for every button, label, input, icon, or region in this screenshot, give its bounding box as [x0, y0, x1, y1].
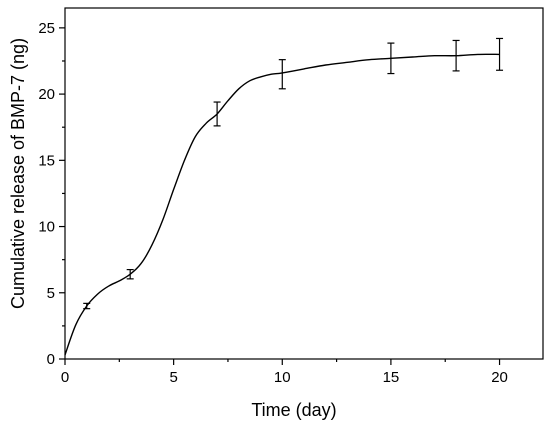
data-point — [126, 268, 134, 280]
data-point — [278, 59, 286, 90]
x-tick-label: 20 — [491, 369, 508, 386]
y-axis-title: Cumulative release of BMP-7 (ng) — [8, 38, 28, 309]
y-axis-ticks: 0 5 10 15 20 25 — [38, 20, 65, 368]
x-tick-label: 0 — [61, 369, 69, 386]
x-tick-label: 15 — [383, 369, 400, 386]
y-tick-label: 15 — [38, 152, 55, 169]
plot-frame — [64, 7, 544, 360]
data-point — [452, 39, 460, 72]
y-tick-label: 20 — [38, 86, 55, 103]
data-point — [213, 101, 221, 127]
y-tick-label: 25 — [38, 20, 55, 37]
data-series — [64, 37, 504, 356]
fitted-release-curve — [64, 53, 500, 356]
data-point — [387, 42, 395, 75]
x-tick-label: 5 — [169, 369, 177, 386]
y-tick-label: 5 — [47, 285, 55, 302]
data-point — [83, 302, 91, 310]
y-tick-label: 0 — [47, 351, 55, 368]
x-axis-ticks: 0 5 10 15 20 — [61, 359, 508, 386]
x-tick-label: 10 — [274, 369, 291, 386]
data-point — [496, 37, 504, 71]
axes — [64, 7, 544, 360]
x-axis-title: Time (day) — [251, 400, 336, 420]
y-tick-label: 10 — [38, 219, 55, 236]
